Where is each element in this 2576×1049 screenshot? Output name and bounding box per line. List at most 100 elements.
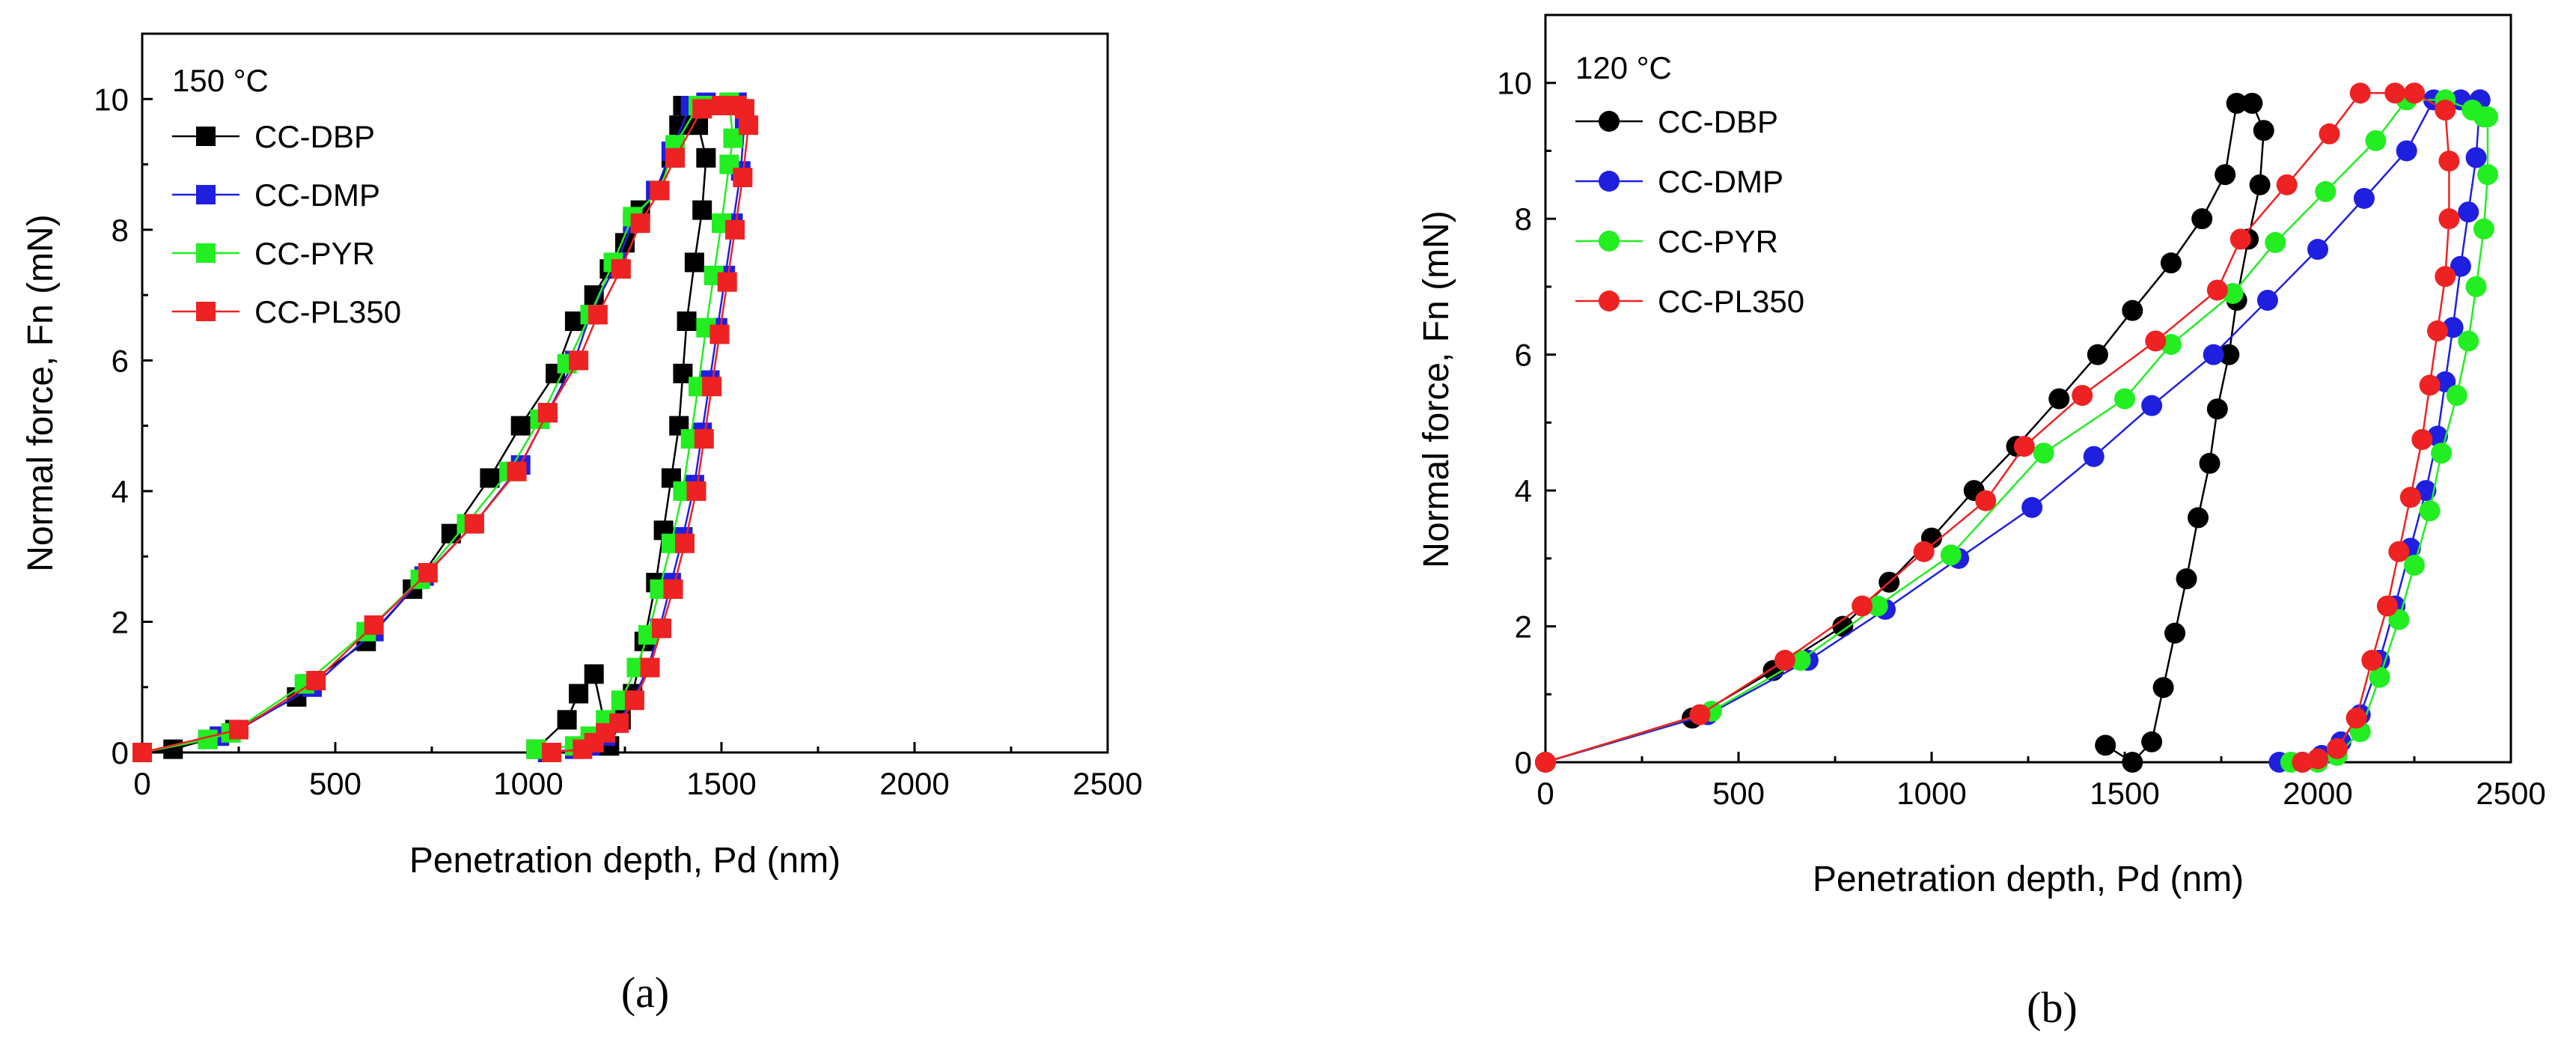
- data-point: [196, 127, 216, 146]
- data-point: [1599, 171, 1620, 192]
- data-point: [630, 213, 650, 234]
- data-point: [2465, 276, 2487, 297]
- data-point: [2152, 677, 2174, 699]
- data-point: [611, 259, 631, 279]
- data-point: [2404, 554, 2425, 576]
- x-tick-label: 2500: [1072, 766, 1142, 801]
- series-line-loading: [1545, 102, 2253, 764]
- data-point: [1852, 595, 1873, 617]
- legend-item: CC-DMP: [172, 177, 380, 213]
- data-point: [196, 243, 216, 263]
- data-point: [2141, 395, 2163, 416]
- x-tick-label: 1000: [1896, 776, 1966, 811]
- panel-title: 150 °C: [172, 63, 269, 98]
- data-point: [2265, 231, 2286, 253]
- legend-item: CC-PL350: [1575, 284, 1804, 319]
- data-point: [2396, 140, 2417, 162]
- series-cc-pl350: [1535, 82, 2460, 773]
- data-point: [734, 99, 754, 119]
- legend-label: CC-PL350: [254, 294, 401, 329]
- data-point: [507, 461, 527, 481]
- data-point: [2349, 82, 2371, 104]
- data-point: [2141, 731, 2163, 752]
- data-point: [1689, 704, 1711, 726]
- series-line-loading: [1545, 92, 2414, 764]
- tick-marks: 0 500 1000 1500 2000 2500 0 2 4 6 8 10: [94, 32, 1143, 801]
- legend-item: CC-DBP: [1575, 104, 1778, 139]
- x-tick-label: 500: [1712, 776, 1765, 811]
- data-point: [573, 739, 593, 759]
- y-tick-label: 4: [112, 474, 129, 509]
- data-point: [1599, 231, 1620, 252]
- legend-label: CC-DMP: [1658, 164, 1783, 199]
- data-point: [2399, 487, 2421, 508]
- data-point: [2388, 609, 2410, 630]
- data-point: [2431, 443, 2453, 464]
- data-point: [2215, 164, 2236, 186]
- data-point: [569, 684, 589, 704]
- data-point: [2145, 330, 2167, 352]
- series-line-loading: [141, 104, 691, 754]
- data-point: [2438, 208, 2460, 230]
- data-point: [510, 416, 531, 436]
- data-point: [2199, 452, 2221, 474]
- data-point: [2435, 266, 2456, 288]
- data-point: [1789, 649, 1811, 671]
- data-point: [537, 403, 558, 423]
- data-point: [2256, 290, 2278, 311]
- x-tick-label: 1500: [2090, 776, 2159, 811]
- data-point: [2473, 218, 2494, 240]
- data-point: [2095, 735, 2116, 756]
- data-point: [2411, 429, 2433, 451]
- data-point: [2160, 252, 2182, 274]
- data-point: [2048, 388, 2070, 410]
- data-point: [689, 115, 709, 136]
- data-point: [733, 168, 753, 187]
- data-point: [1975, 490, 1997, 511]
- data-point: [2477, 164, 2499, 186]
- data-point: [1599, 111, 1620, 132]
- data-point: [2465, 147, 2487, 168]
- chart-panel-b: 0 500 1000 1500 2000 2500 0 2 4 6 8 10 120 °C CC-DB…: [1417, 13, 2546, 1032]
- data-point: [464, 514, 484, 534]
- data-point: [2122, 752, 2143, 773]
- data-point: [2319, 123, 2340, 145]
- data-point: [2033, 443, 2054, 464]
- data-point: [624, 690, 644, 711]
- legend-label: CC-DMP: [254, 177, 380, 213]
- data-point: [2206, 398, 2228, 420]
- data-point: [1940, 544, 1962, 566]
- x-tick-label: 2500: [2476, 776, 2545, 811]
- data-point: [2426, 320, 2448, 341]
- series-layer: [1535, 82, 2499, 773]
- x-tick-label: 1500: [686, 766, 756, 801]
- data-point: [1774, 649, 1795, 671]
- data-point: [2191, 208, 2213, 230]
- series-line-unloading: [2105, 103, 2265, 764]
- data-point: [1913, 541, 1935, 562]
- data-point: [2438, 150, 2460, 172]
- data-point: [541, 743, 561, 762]
- x-tick-label: 2000: [879, 766, 949, 801]
- x-tick-label: 1000: [493, 766, 563, 801]
- data-point: [569, 350, 589, 371]
- legend-label: CC-PYR: [254, 236, 375, 271]
- legend-item: CC-PYR: [1575, 224, 1778, 259]
- y-tick-label: 0: [1515, 745, 1532, 780]
- data-point: [652, 618, 672, 639]
- data-point: [2218, 344, 2240, 365]
- data-point: [739, 115, 759, 136]
- data-point: [2114, 388, 2135, 410]
- data-point: [1599, 291, 1620, 311]
- data-point: [2326, 738, 2348, 759]
- y-tick-label: 8: [1515, 201, 1532, 237]
- data-point: [640, 657, 660, 678]
- y-tick-label: 6: [1515, 338, 1532, 373]
- data-point: [2226, 92, 2247, 114]
- legend-label: CC-DBP: [1658, 104, 1778, 139]
- caption-a: (a): [621, 968, 669, 1017]
- series-line-unloading: [2302, 92, 2450, 764]
- y-axis-title: Normal force, Fn (mN): [21, 214, 61, 571]
- data-point: [692, 200, 712, 220]
- data-point: [2419, 500, 2441, 522]
